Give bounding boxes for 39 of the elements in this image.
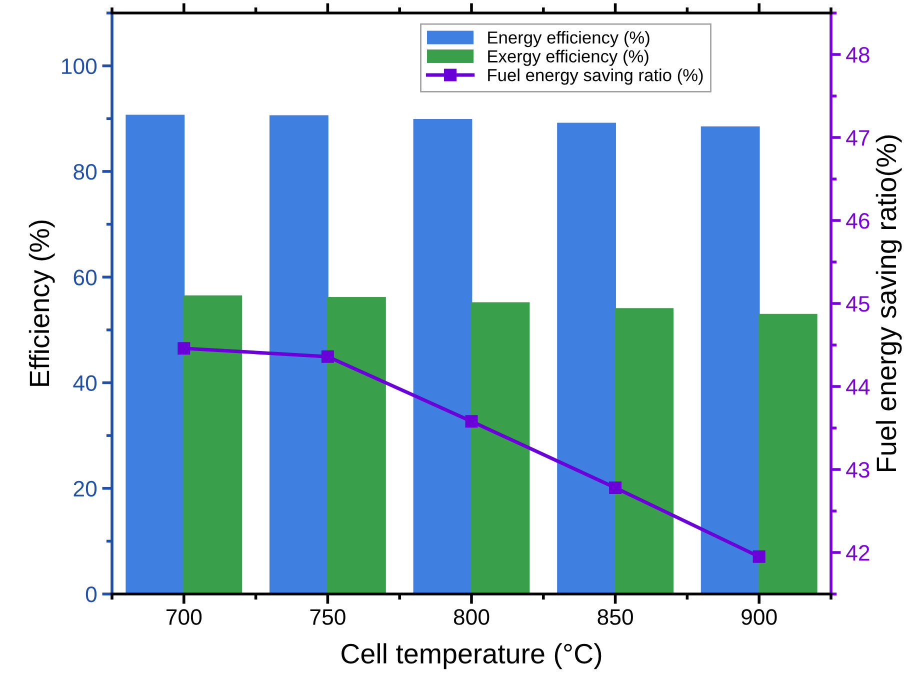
point [465,415,478,428]
legend-label: Exergy efficiency (%) [488,50,648,66]
legend-label: Energy efficiency (%) [488,30,650,48]
bar [327,296,386,594]
y2-tick-label: 45 [846,296,870,312]
bar [413,119,472,594]
bar [183,295,242,594]
x-tick-label: 850 [598,609,633,625]
y-tick-label: 100 [62,58,97,74]
x-tick-label: 800 [454,609,490,625]
y2-tick-label: 46 [846,213,870,229]
point [752,550,766,563]
bar [614,308,674,594]
x-tick-label: 700 [166,609,202,625]
y2-tick-label: 47 [846,130,870,146]
x-axis-title: Cell temperature (°C) [342,643,602,670]
point [321,350,334,363]
y-tick-label: 40 [73,375,97,391]
y-tick-label: 20 [74,480,97,497]
y2-tick-label: 43 [846,462,870,478]
bar [758,314,818,594]
y2-tick-label: 48 [846,47,870,63]
x-tick-label: 750 [310,609,346,625]
point [178,342,190,355]
y2-tick-label: 44 [846,379,870,395]
y-tick-label: 60 [74,270,97,286]
bar [557,122,616,594]
y-tick-label: 80 [74,164,97,180]
point [609,482,622,494]
y-axis-title: Efficiency (%) [28,220,55,386]
y2-axis-title: Fuel energy saving ratio(%) [876,135,902,472]
bar [470,302,530,594]
x-tick-label: 900 [742,609,777,625]
bar [700,126,760,594]
bar [269,115,328,594]
bar [126,114,185,594]
y-tick-label: 0 [86,586,97,602]
legend-label: Fuel energy saving ratio (%) [488,68,703,85]
y2-tick-label: 42 [846,545,870,561]
